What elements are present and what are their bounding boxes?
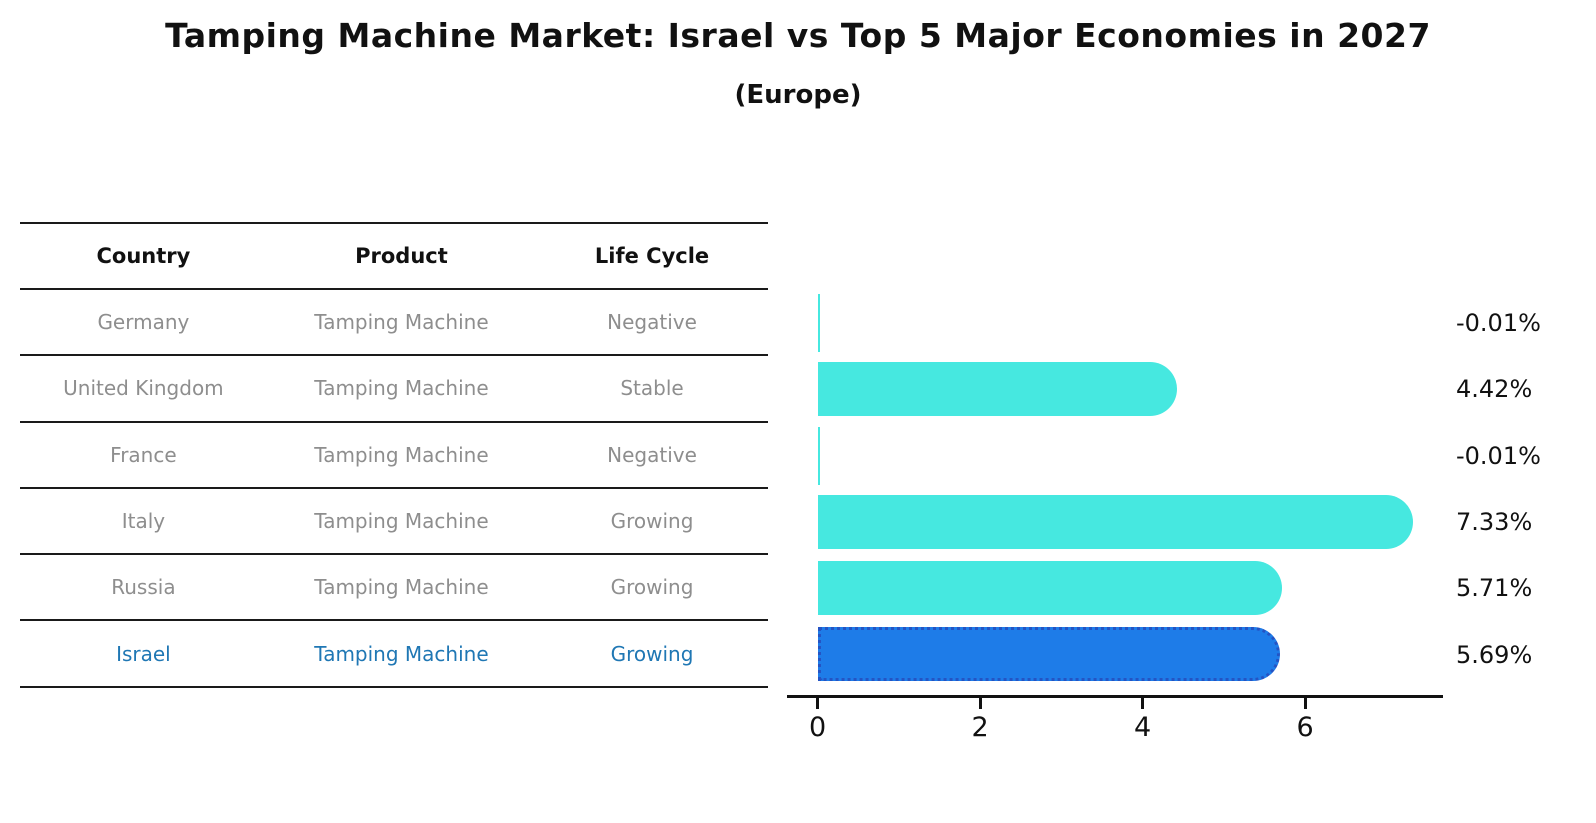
column-header-product: Product: [355, 244, 448, 268]
x-axis-line: [787, 695, 1443, 698]
country-table: Country Product Life Cycle Germany Tampi…: [20, 222, 768, 688]
x-axis-tick: 4: [1134, 698, 1151, 743]
value-label-germany: -0.01%: [1456, 309, 1541, 338]
x-axis-tick: 0: [809, 698, 826, 743]
table-row-russia: Russia Tamping Machine Growing: [20, 555, 768, 622]
bar-italy: [817, 494, 1414, 549]
country-cell: Russia: [111, 575, 176, 600]
country-cell: United Kingdom: [63, 376, 224, 401]
life-cycle-cell: Negative: [607, 310, 697, 335]
x-axis-tick-label: 2: [971, 712, 989, 743]
country-cell: Germany: [97, 310, 190, 335]
product-cell: Tamping Machine: [314, 641, 489, 666]
value-label-russia: 5.71%: [1456, 574, 1533, 603]
bar-row: [787, 356, 1443, 422]
value-label-france: -0.01%: [1456, 441, 1541, 470]
x-axis-tick-label: 0: [809, 712, 827, 743]
value-label-italy: 7.33%: [1456, 508, 1533, 537]
x-axis-tick-label: 6: [1296, 712, 1314, 743]
bar-united-kingdom: [817, 362, 1177, 417]
bar-chart-plot-area: [787, 290, 1443, 688]
chart-title: Tamping Machine Market: Israel vs Top 5 …: [165, 16, 1431, 55]
column-header-country: Country: [96, 244, 191, 268]
product-cell: Tamping Machine: [314, 376, 489, 401]
country-cell: Italy: [121, 509, 166, 534]
value-label-column: -0.01% 4.42% -0.01% 7.33% 5.71% 5.69%: [1456, 290, 1596, 688]
x-axis-tick-label: 4: [1134, 712, 1152, 743]
bar-row: [787, 290, 1443, 356]
bar-row: [787, 489, 1443, 555]
chart-subtitle: (Europe): [734, 80, 862, 110]
table-header-row: Country Product Life Cycle: [20, 222, 768, 290]
x-axis-tick: 6: [1297, 698, 1314, 743]
x-axis: 0 2 4 6: [787, 695, 1443, 755]
bar-russia: [817, 561, 1282, 616]
life-cycle-cell: Growing: [610, 509, 694, 534]
life-cycle-cell: Growing: [610, 575, 694, 600]
product-cell: Tamping Machine: [314, 310, 489, 335]
bar-france: [817, 426, 820, 485]
life-cycle-cell: Negative: [607, 442, 697, 467]
life-cycle-cell: Stable: [620, 376, 684, 401]
column-header-life-cycle: Life Cycle: [594, 244, 710, 268]
product-cell: Tamping Machine: [314, 509, 489, 534]
bar-row: [787, 621, 1443, 687]
bar-germany: [817, 294, 820, 352]
bar-row: [787, 555, 1443, 621]
product-cell: Tamping Machine: [314, 575, 489, 600]
country-cell: Israel: [116, 641, 171, 666]
bar-israel: [817, 627, 1280, 682]
life-cycle-cell: Growing: [610, 641, 694, 666]
x-axis-tick: 2: [972, 698, 989, 743]
value-label-israel: 5.69%: [1456, 640, 1533, 669]
country-cell: France: [110, 442, 177, 467]
table-row-germany: Germany Tamping Machine Negative: [20, 290, 768, 357]
table-row-united-kingdom: United Kingdom Tamping Machine Stable: [20, 356, 768, 423]
value-label-united-kingdom: 4.42%: [1456, 375, 1533, 404]
bar-row: [787, 423, 1443, 489]
table-row-france: France Tamping Machine Negative: [20, 423, 768, 489]
table-row-italy: Italy Tamping Machine Growing: [20, 489, 768, 556]
table-row-israel: Israel Tamping Machine Growing: [20, 621, 768, 688]
product-cell: Tamping Machine: [314, 442, 489, 467]
